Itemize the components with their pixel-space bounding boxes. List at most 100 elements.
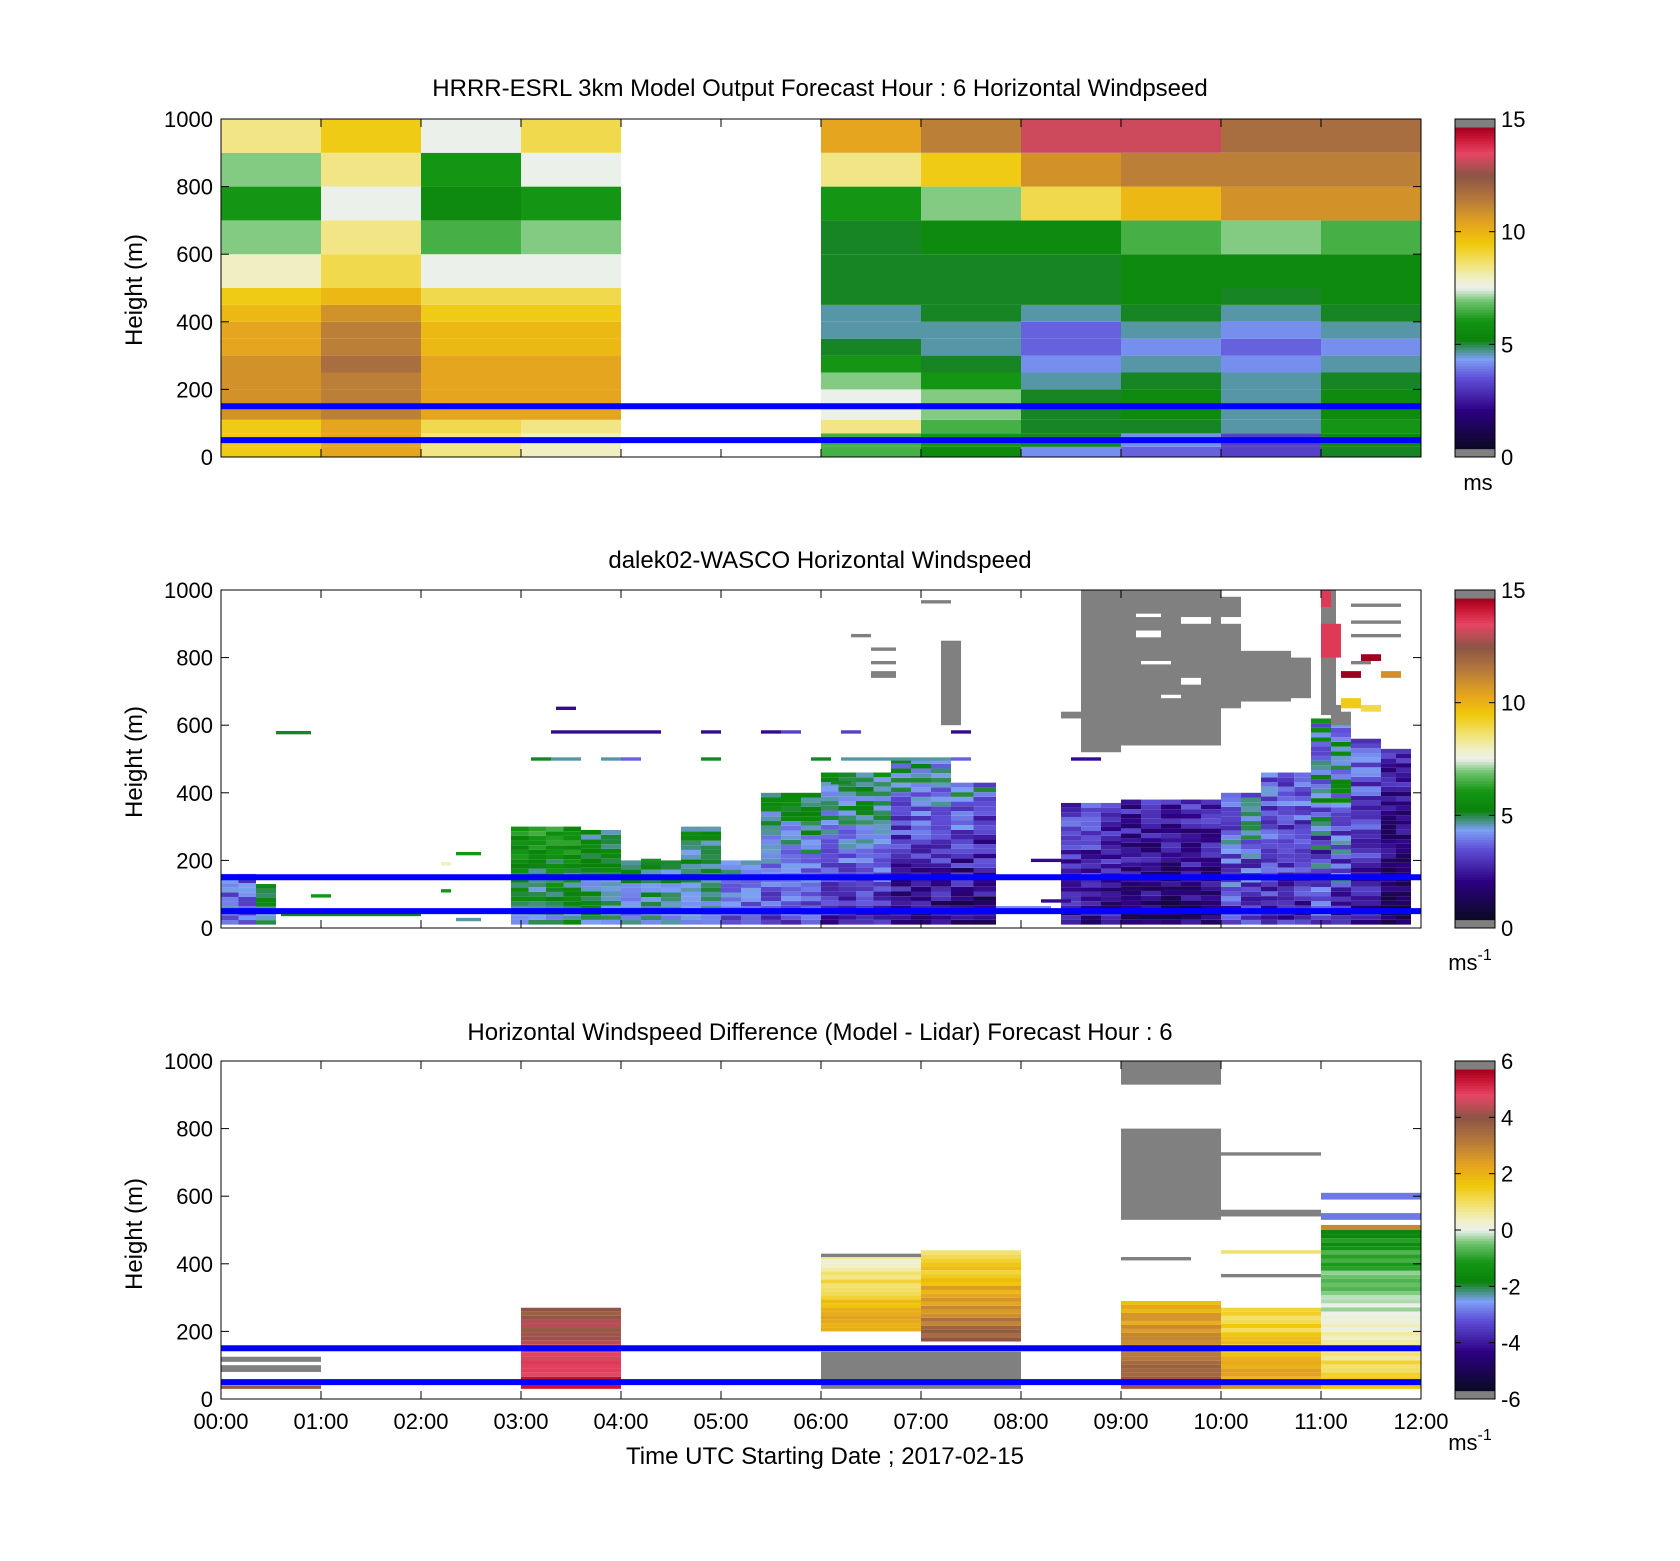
lidar-cell — [1381, 834, 1396, 840]
lidar-cell — [911, 915, 931, 920]
lidar-cell — [1221, 896, 1241, 902]
no-data-region — [1121, 1257, 1191, 1261]
lidar-cell — [511, 826, 529, 832]
lidar-cell — [1141, 842, 1161, 848]
colorbar-segment — [1455, 1090, 1495, 1095]
colorbar-segment — [1455, 692, 1495, 696]
lidar-segment — [881, 757, 951, 761]
lidar-cell — [1081, 816, 1101, 822]
lidar-cell — [528, 859, 546, 864]
difference-cell — [1321, 1287, 1421, 1292]
lidar-cell — [1261, 786, 1278, 792]
lidar-cell — [721, 887, 741, 893]
colorbar-segment — [1455, 1358, 1495, 1362]
lidar-cell — [1277, 796, 1295, 802]
lidar-cell — [1331, 887, 1351, 892]
colorbar-segment — [1455, 389, 1495, 393]
lidar-cell — [581, 867, 601, 873]
colorbar-segment — [1455, 1101, 1495, 1105]
lidar-cell — [701, 868, 721, 874]
colorbar-segment — [1455, 1147, 1495, 1151]
lidar-cell — [761, 797, 781, 803]
lidar-cell — [838, 805, 856, 811]
colorbar-segment — [1455, 218, 1495, 222]
colorbar-segment — [1455, 641, 1495, 645]
colorbar-segment — [1455, 759, 1495, 763]
lidar-cell — [1221, 854, 1241, 859]
heatmap-cell — [1121, 321, 1221, 339]
lidar-cell — [741, 920, 761, 925]
lidar-cell — [528, 915, 546, 920]
lidar-cell — [761, 858, 781, 864]
colorbar-segment — [1455, 1171, 1495, 1175]
heatmap-cell — [1321, 119, 1421, 153]
difference-cell — [1221, 1315, 1321, 1320]
difference-cell — [921, 1325, 1021, 1330]
colorbar-segment — [1455, 1173, 1495, 1178]
lidar-cell — [1141, 838, 1161, 843]
colorbar-segment — [1455, 296, 1495, 300]
colorbar-segment — [1455, 346, 1495, 351]
colorbar-segment — [1455, 635, 1495, 640]
colorbar-segment — [1455, 884, 1495, 889]
lidar-cell — [563, 915, 581, 920]
no-data-region — [221, 1365, 321, 1372]
lidar-cell — [801, 811, 821, 817]
lidar-cell — [911, 777, 931, 783]
lidar-cell — [1331, 919, 1351, 925]
lidar-cell — [621, 920, 641, 925]
lidar-cell — [761, 792, 781, 798]
lidar-cell — [528, 854, 546, 860]
colorbar-segment — [1455, 445, 1495, 450]
lidar-cell — [1261, 791, 1278, 797]
lidar-cell — [951, 896, 974, 901]
lidar-cell — [1294, 867, 1311, 873]
difference-segment — [1321, 1213, 1421, 1220]
colorbar-segment — [1455, 435, 1495, 439]
colorbar-segment — [1455, 183, 1495, 187]
lidar-cell — [891, 815, 911, 821]
lidar-segment — [1361, 654, 1381, 661]
lidar-cell — [1396, 777, 1411, 783]
lidar-cell — [781, 919, 801, 925]
lidar-cell — [838, 777, 856, 783]
colorbar-segment — [1455, 151, 1495, 155]
heatmap-cell — [1221, 389, 1321, 407]
lidar-cell — [1381, 919, 1396, 925]
lidar-cell — [1201, 900, 1221, 906]
lidar-cell — [621, 892, 641, 898]
lidar-cell — [856, 896, 874, 901]
heatmap-cell — [1221, 152, 1321, 187]
colorbar-segment — [1455, 676, 1495, 680]
lidar-cell — [781, 839, 801, 845]
colorbar-segment — [1455, 1361, 1495, 1365]
lidar-cell — [1311, 784, 1331, 789]
lidar-cell — [581, 839, 601, 845]
colorbar-segment — [1455, 1264, 1495, 1269]
lidar-cell — [911, 834, 931, 840]
colorbar-segment — [1455, 788, 1495, 792]
lidar-cell — [1311, 812, 1331, 817]
lidar-cell — [1261, 891, 1278, 897]
lidar-cell — [1161, 799, 1181, 805]
colorbar-segment — [1455, 756, 1495, 760]
colorbar-segment — [1455, 1254, 1495, 1258]
lidar-cell — [1081, 882, 1101, 888]
lidar-cell — [1381, 905, 1396, 911]
lidar-cell — [873, 839, 891, 844]
lidar-cell — [1311, 746, 1331, 752]
lidar-cell — [931, 853, 951, 859]
lidar-cell — [701, 891, 721, 897]
heatmap-cell — [921, 389, 1021, 407]
colorbar-segment — [1455, 793, 1495, 798]
lidar-cell — [873, 853, 891, 859]
lidar-cell — [1331, 826, 1351, 831]
colorbar-segment — [1455, 882, 1495, 886]
colorbar-segment — [1455, 694, 1495, 699]
colorbar-segment — [1455, 221, 1495, 225]
lidar-cell — [661, 901, 681, 907]
difference-cell — [821, 1311, 921, 1316]
heatmap-cell — [1121, 355, 1221, 373]
colorbar-segment — [1455, 775, 1495, 779]
lidar-cell — [781, 891, 801, 897]
